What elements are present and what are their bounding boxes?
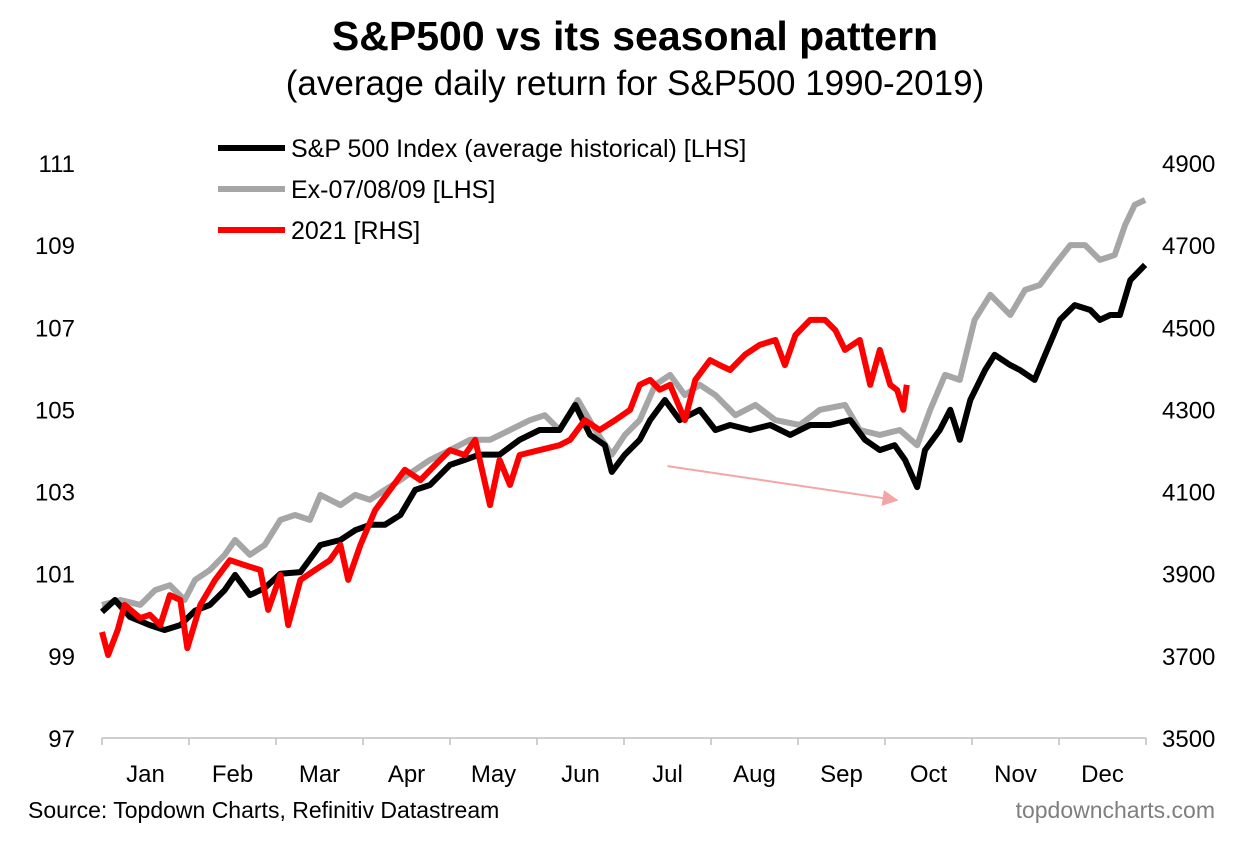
x-tick-label: Jan	[126, 761, 165, 788]
source-note: Source: Topdown Charts, Refinitiv Datast…	[28, 797, 499, 823]
y-right-tick-label: 3700	[1162, 644, 1215, 671]
chart-subtitle: (average daily return for S&P500 1990-20…	[286, 64, 984, 103]
x-tick-label: Oct	[910, 761, 948, 788]
legend-label: Ex-07/08/09 [LHS]	[291, 176, 495, 204]
series-line-0	[99, 262, 1148, 633]
y-right-tick-label: 4300	[1162, 397, 1215, 424]
series-line-1	[101, 197, 1147, 608]
x-tick-label: May	[471, 761, 516, 788]
x-tick-label: Jul	[652, 761, 683, 788]
y-left-tick-label: 103	[35, 480, 75, 507]
x-tick-label: Mar	[299, 761, 340, 788]
y-left-tick-label: 105	[35, 397, 75, 424]
series-line-2	[99, 316, 910, 658]
x-tick-label: Apr	[388, 761, 425, 788]
watermark: topdowncharts.com	[1016, 797, 1215, 823]
y-left-tick-label: 101	[35, 562, 75, 589]
y-left-tick-label: 97	[48, 726, 75, 753]
x-tick-label: Dec	[1081, 761, 1124, 788]
series-lines	[99, 197, 1148, 658]
chart-title: S&P500 vs its seasonal pattern	[332, 13, 938, 59]
legend-label: 2021 [RHS]	[291, 217, 420, 245]
y-right-tick-label: 3500	[1162, 726, 1215, 753]
y-right-tick-label: 3900	[1162, 562, 1215, 589]
x-tick-label: Sep	[820, 761, 863, 788]
y-right-tick-label: 4500	[1162, 315, 1215, 342]
x-tick-label: Aug	[733, 761, 776, 788]
x-tick-label: Jun	[561, 761, 600, 788]
y-right-tick-label: 4100	[1162, 480, 1215, 507]
y-left-tick-label: 109	[35, 233, 75, 260]
axes: Jan Feb Mar Apr May Jun Jul Aug Sep Oct Nov Dec 97 99…	[35, 151, 1215, 788]
y-left-tick-label: 107	[35, 315, 75, 342]
legend-label: S&P 500 Index (average historical) [LHS]	[291, 135, 746, 163]
y-right-tick-label: 4900	[1162, 151, 1215, 178]
legend: S&P 500 Index (average historical) [LHS]…	[218, 135, 746, 245]
y-left-tick-label: 99	[48, 644, 75, 671]
y-left-tick-label: 111	[39, 151, 75, 178]
x-tick-label: Feb	[212, 761, 253, 788]
y-right-tick-label: 4700	[1162, 233, 1215, 260]
x-tick-label: Nov	[994, 761, 1037, 788]
annotation-arrow	[667, 465, 899, 506]
